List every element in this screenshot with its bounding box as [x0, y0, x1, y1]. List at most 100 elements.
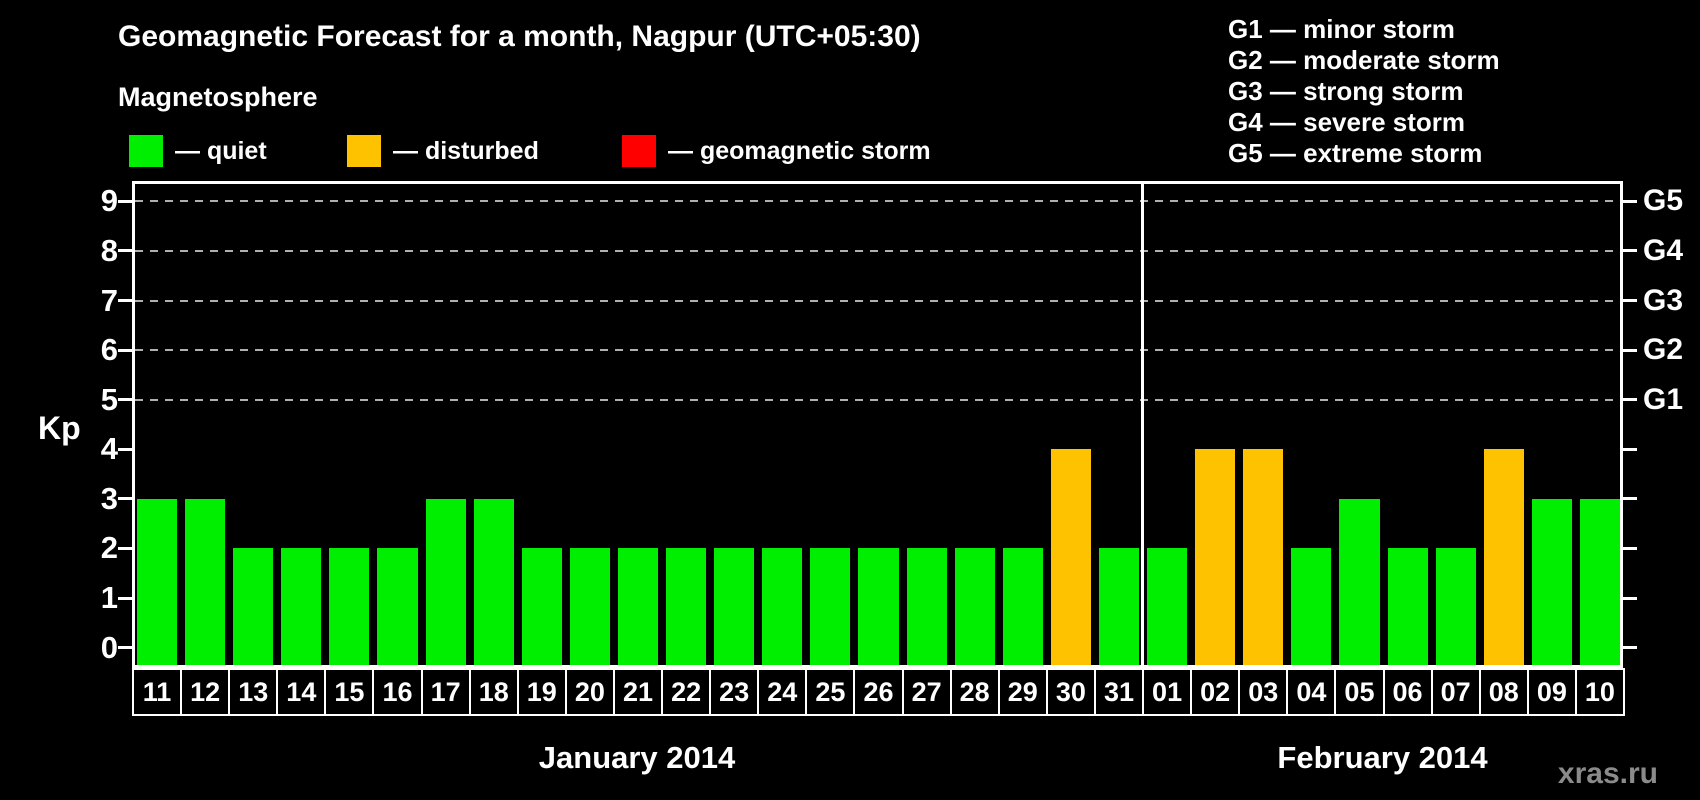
kp-bar-day-31: [1098, 548, 1140, 665]
y-tick-right-0: [1623, 646, 1637, 650]
y-axis-label: Kp: [38, 410, 81, 446]
day-label-cell-14: 14: [276, 668, 327, 716]
kp-bar-day-11: [137, 498, 178, 665]
day-label-cell-21: 21: [612, 668, 664, 716]
kp-bar-day-26: [858, 548, 899, 665]
day-label-cell-17: 17: [420, 668, 471, 716]
kp-bar-day-19: [521, 548, 562, 665]
y-tick-label-6: 6: [100, 332, 118, 368]
y-tick-left-1: [118, 596, 132, 600]
y-tick-label-4: 4: [100, 431, 118, 467]
kp-bar-day-03: [1243, 449, 1284, 665]
kp-bar-day-25: [810, 548, 851, 665]
legend-swatch-disturbed: [347, 135, 381, 167]
gridline-kp9: [135, 200, 1620, 203]
page-title: Geomagnetic Forecast for a month, Nagpur…: [118, 20, 921, 53]
day-label-cell-07: 07: [1430, 668, 1481, 716]
kp-bar-day-28: [954, 548, 995, 665]
day-label-cell-16: 16: [372, 668, 423, 716]
month-separator: [1141, 184, 1145, 665]
day-label-cell-20: 20: [564, 668, 615, 716]
y-tick-left-5: [118, 398, 132, 402]
kp-bar-day-21: [617, 548, 659, 665]
magnetosphere-label: Magnetosphere: [118, 82, 318, 112]
day-label-cell-15: 15: [324, 668, 375, 716]
y-tick-right-5: [1623, 398, 1637, 402]
kp-bar-day-07: [1435, 548, 1476, 665]
g-legend-line-3: G3 — strong storm: [1228, 76, 1464, 106]
kp-bar-day-06: [1387, 548, 1428, 665]
g-legend-line-4: G4 — severe storm: [1228, 107, 1466, 137]
day-label-cell-19: 19: [516, 668, 567, 716]
y-tick-label-5: 5: [100, 381, 118, 417]
day-label-cell-03: 03: [1238, 668, 1289, 716]
kp-bar-day-12: [185, 498, 226, 665]
y-tick-left-3: [118, 497, 132, 501]
kp-bar-day-22: [666, 548, 707, 665]
g-scale-legend: G1 — minor storm G2 — moderate storm G3 — …: [1228, 14, 1500, 169]
y-tick-label-8: 8: [100, 232, 118, 268]
y-tick-label-1: 1: [100, 580, 118, 616]
y-tick-right-2: [1623, 546, 1637, 550]
gridline-kp7: [135, 299, 1620, 302]
day-label-cell-28: 28: [949, 668, 1000, 716]
day-label-cell-13: 13: [228, 668, 279, 716]
y-tick-left-6: [118, 348, 132, 352]
legend-swatch-quiet: [129, 135, 163, 167]
day-label-cell-05: 05: [1334, 668, 1385, 716]
kp-bar-day-04: [1291, 548, 1332, 665]
y-tick-right-4: [1623, 447, 1637, 451]
kp-bar-day-18: [473, 498, 514, 665]
y-tick-label-9: 9: [100, 183, 118, 219]
day-label-cell-27: 27: [901, 668, 952, 716]
y-tick-label-3: 3: [100, 480, 118, 516]
day-label-cell-04: 04: [1286, 668, 1337, 716]
kp-bar-day-02: [1195, 449, 1236, 665]
y-tick-right-7: [1623, 299, 1637, 303]
y-tick-label-2: 2: [100, 530, 118, 566]
g-level-label-G1: G1: [1643, 382, 1684, 416]
kp-bar-day-09: [1531, 498, 1572, 665]
y-tick-label-0: 0: [100, 629, 118, 665]
day-label-cell-12: 12: [180, 668, 231, 716]
kp-bar-day-08: [1483, 449, 1524, 665]
kp-bar-day-13: [233, 548, 274, 665]
g-level-label-G2: G2: [1643, 333, 1684, 367]
legend-label-quiet: — quiet: [175, 137, 267, 165]
gridline-kp5: [135, 398, 1620, 401]
xras-watermark: xras.ru: [1557, 757, 1658, 790]
day-label-cell-24: 24: [757, 668, 808, 716]
y-tick-right-9: [1623, 199, 1637, 203]
kp-bar-day-01: [1147, 548, 1188, 665]
day-label-cell-31: 31: [1093, 668, 1145, 716]
y-tick-left-0: [118, 646, 132, 650]
gridline-kp6: [135, 349, 1620, 352]
y-tick-left-2: [118, 546, 132, 550]
day-label-cell-09: 09: [1526, 668, 1577, 716]
day-label-cell-08: 08: [1478, 668, 1529, 716]
month-label-2: February 2014: [1277, 740, 1488, 775]
day-label-cell-26: 26: [853, 668, 904, 716]
kp-bar-day-16: [377, 548, 418, 665]
legend-label-disturbed: — disturbed: [393, 137, 539, 165]
kp-bar-day-14: [281, 548, 322, 665]
month-label-1: January 2014: [538, 740, 736, 775]
kp-bar-day-15: [329, 548, 370, 665]
y-tick-right-1: [1623, 596, 1637, 600]
kp-bar-day-20: [569, 548, 610, 665]
y-tick-left-8: [118, 249, 132, 253]
kp-bar-day-29: [1002, 548, 1043, 665]
day-label-cell-02: 02: [1190, 668, 1241, 716]
day-label-cell-22: 22: [661, 668, 712, 716]
day-label-cell-11: 11: [132, 668, 183, 716]
day-label-cell-10: 10: [1574, 668, 1625, 716]
kp-bar-day-10: [1579, 498, 1620, 665]
g-legend-line-1: G1 — minor storm: [1228, 14, 1455, 44]
kp-bar-day-24: [762, 548, 803, 665]
day-label-cell-06: 06: [1382, 668, 1433, 716]
y-tick-left-9: [118, 199, 132, 203]
gridline-kp8: [135, 249, 1620, 252]
plot-area: [132, 181, 1623, 668]
day-label-cell-25: 25: [805, 668, 856, 716]
